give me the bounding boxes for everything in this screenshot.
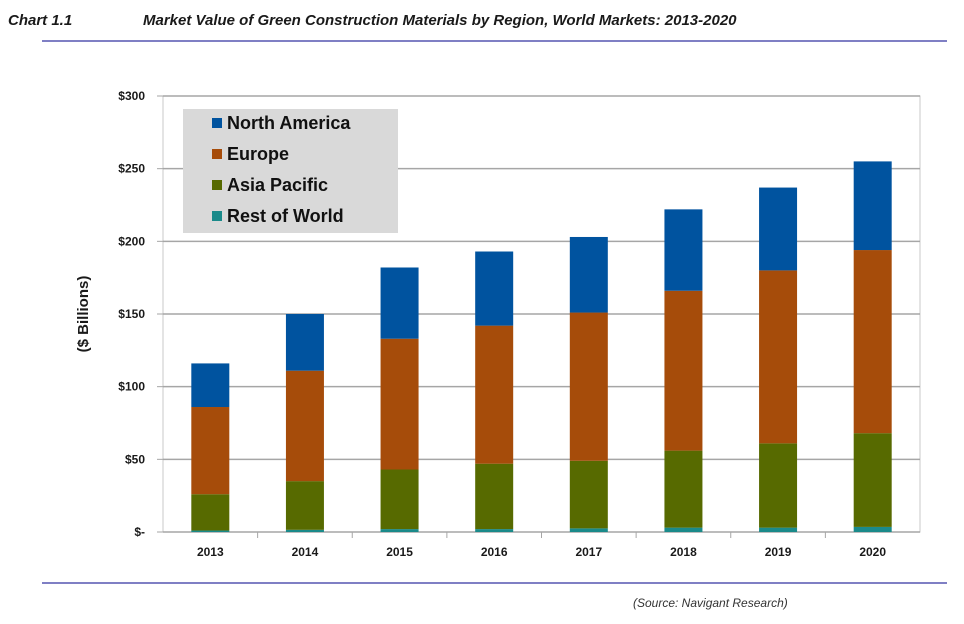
chart-label: Chart 1.1: [8, 12, 73, 29]
bar-asia-pacific-2013: [191, 494, 230, 531]
bar-asia-pacific-2019: [759, 443, 798, 528]
bar-europe-2016: [475, 325, 514, 464]
legend-swatch-rest-of-world: [212, 211, 222, 221]
stacked-bar-chart: $- $50 $100 $150 $200 $250 $300 ($ Billions) 2…: [75, 89, 921, 559]
bar-rest-of-world-2019: [759, 527, 798, 532]
legend-label-asia-pacific: Asia Pacific: [227, 175, 328, 195]
bar-europe-2019: [759, 270, 798, 444]
bars: [191, 161, 892, 532]
y-tick-label: $300: [118, 89, 145, 103]
bar-north-america-2015: [380, 267, 419, 339]
bar-europe-2020: [853, 250, 892, 434]
y-tick-label: $150: [118, 307, 145, 321]
legend-label-europe: Europe: [227, 144, 289, 164]
y-tick-label: $200: [118, 234, 145, 248]
bar-north-america-2013: [191, 363, 230, 408]
bar-asia-pacific-2015: [380, 469, 419, 530]
legend-label-north-america: North America: [227, 113, 351, 133]
legend-label-rest-of-world: Rest of World: [227, 206, 344, 226]
bar-rest-of-world-2016: [475, 529, 514, 532]
legend-swatch-asia-pacific: [212, 180, 222, 190]
legend-swatch-north-america: [212, 118, 222, 128]
bar-europe-2014: [285, 370, 324, 482]
bar-north-america-2020: [853, 161, 892, 251]
bar-europe-2013: [191, 407, 230, 495]
bar-north-america-2016: [475, 251, 514, 326]
bar-north-america-2017: [569, 236, 608, 313]
x-tick-label: 2016: [481, 545, 508, 559]
bar-north-america-2018: [664, 209, 703, 291]
x-tick-label: 2013: [197, 545, 224, 559]
bar-asia-pacific-2017: [569, 460, 608, 529]
y-tick-label: $-: [134, 525, 145, 539]
x-tick-label: 2019: [765, 545, 792, 559]
x-tick-label: 2015: [386, 545, 413, 559]
legend: North America Europe Asia Pacific Rest of W…: [183, 109, 398, 233]
bar-north-america-2019: [759, 187, 798, 271]
legend-swatch-europe: [212, 149, 222, 159]
y-tick-label: $250: [118, 162, 145, 176]
bar-rest-of-world-2017: [569, 528, 608, 532]
top-rule: [42, 40, 947, 42]
y-axis-ticks: $- $50 $100 $150 $200 $250 $300: [118, 89, 145, 539]
x-tick-label: 2014: [292, 545, 319, 559]
chart-title: Market Value of Green Construction Mater…: [143, 12, 737, 29]
y-axis-label: ($ Billions): [75, 276, 92, 353]
bar-asia-pacific-2020: [853, 433, 892, 527]
bar-north-america-2014: [285, 314, 324, 371]
x-tick-label: 2017: [575, 545, 602, 559]
bar-rest-of-world-2014: [285, 529, 324, 532]
bar-rest-of-world-2018: [664, 527, 703, 532]
bar-rest-of-world-2015: [380, 529, 419, 532]
bar-europe-2015: [380, 338, 419, 470]
bar-europe-2017: [569, 312, 608, 461]
y-tick-label: $50: [125, 452, 145, 466]
bar-europe-2018: [664, 290, 703, 451]
source-note: (Source: Navigant Research): [633, 596, 788, 610]
x-tick-label: 2020: [859, 545, 886, 559]
bar-asia-pacific-2016: [475, 463, 514, 530]
x-tick-label: 2018: [670, 545, 697, 559]
bottom-rule: [42, 582, 947, 584]
bar-asia-pacific-2014: [285, 481, 324, 530]
y-tick-label: $100: [118, 380, 145, 394]
bar-rest-of-world-2013: [191, 530, 230, 532]
bar-asia-pacific-2018: [664, 450, 703, 528]
x-axis-ticks: 2013 2014 2015 2016 2017 2018 2019 2020: [197, 532, 886, 559]
bar-rest-of-world-2020: [853, 526, 892, 532]
